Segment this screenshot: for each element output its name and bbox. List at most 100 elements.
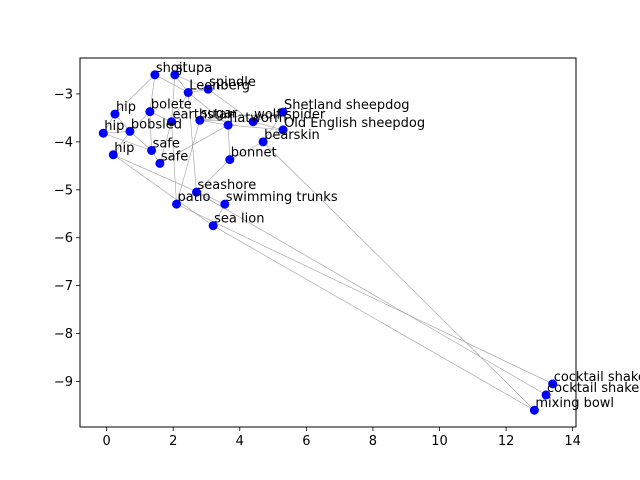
edge-line <box>199 120 229 126</box>
point-label: safe <box>161 149 188 164</box>
edge-line <box>114 74 156 115</box>
data-point <box>208 221 218 231</box>
data-point <box>147 145 157 155</box>
point-label: seashore <box>198 178 257 193</box>
x-tick-label: 4 <box>236 434 244 449</box>
point-label: Old English sheepdog <box>284 116 425 131</box>
y-tick-label: −3 <box>54 87 73 102</box>
plot-area <box>80 58 576 427</box>
y-axis: −3 −4 −5 −6 −7 −8 −9 <box>54 87 80 390</box>
point-label: bearskin <box>264 128 320 143</box>
x-tick-label: 8 <box>369 434 377 449</box>
point-label: hip <box>114 141 134 156</box>
edge-line <box>129 111 151 132</box>
data-point <box>125 126 135 136</box>
edge-line <box>159 121 172 164</box>
y-tick-label: −7 <box>54 279 73 294</box>
data-point <box>167 117 177 127</box>
edge-line <box>207 88 254 122</box>
edge-line <box>199 111 284 121</box>
edge-line <box>129 131 152 151</box>
edge-layer <box>103 74 553 411</box>
edge-line <box>174 74 209 90</box>
point-label: safe <box>153 136 180 151</box>
data-point <box>155 158 165 168</box>
edge-line <box>227 125 231 160</box>
edge-line <box>229 141 264 160</box>
x-axis: 0 2 4 6 8 10 12 14 <box>102 427 581 449</box>
data-point <box>98 128 108 138</box>
edge-line <box>196 191 547 396</box>
point-label: spindle <box>209 75 256 90</box>
data-point <box>203 84 213 94</box>
data-point <box>258 137 268 147</box>
data-point <box>183 88 193 98</box>
data-point <box>145 107 155 117</box>
data-point <box>225 155 235 165</box>
point-label: hip <box>104 119 124 134</box>
data-point <box>195 115 205 125</box>
point-label: Leonberg <box>189 79 250 94</box>
point-label: shoji <box>156 61 186 76</box>
edge-line <box>253 121 284 131</box>
point-label: stupa <box>176 61 212 76</box>
x-tick-label: 12 <box>498 434 515 449</box>
y-tick-label: −9 <box>54 375 73 390</box>
data-point <box>548 379 558 389</box>
point-label: flatworm <box>229 111 287 126</box>
data-point <box>248 117 258 127</box>
edge-line <box>103 132 152 151</box>
x-tick-label: 6 <box>302 434 310 449</box>
point-label: sea lion <box>214 212 264 227</box>
y-tick-label: −5 <box>54 183 73 198</box>
edge-line <box>171 92 189 122</box>
point-label: patio <box>178 190 211 205</box>
data-point <box>223 120 233 130</box>
edge-line <box>154 74 189 93</box>
point-label: earthstar <box>173 108 233 123</box>
edge-line <box>113 131 131 155</box>
data-point <box>541 390 551 400</box>
edge-line <box>187 92 229 126</box>
point-layer <box>98 70 558 415</box>
data-point <box>170 70 180 80</box>
edge-line <box>253 111 284 123</box>
edge-line <box>171 121 177 205</box>
point-label: hip <box>116 100 136 115</box>
plot-frame <box>79 57 577 428</box>
edge-line <box>262 141 535 411</box>
data-point <box>172 199 182 209</box>
data-point <box>220 199 230 209</box>
data-point <box>150 70 160 80</box>
data-point <box>192 187 202 197</box>
edge-line <box>213 225 535 411</box>
point-label: bolete <box>151 98 192 113</box>
edge-line <box>176 120 201 205</box>
point-label: sugar <box>201 106 238 121</box>
point-label: bobsled <box>131 117 182 132</box>
edge-line <box>176 203 553 385</box>
edge-line <box>149 111 152 151</box>
edge-line <box>196 159 231 193</box>
edge-line <box>149 74 156 112</box>
y-tick-label: −6 <box>54 231 73 246</box>
x-tick-label: 10 <box>431 434 448 449</box>
edge-line <box>113 154 225 205</box>
x-tick-label: 14 <box>564 434 581 449</box>
point-label: cocktail shaker <box>554 370 640 385</box>
point-label: Shetland sheepdog <box>284 98 410 113</box>
data-point <box>108 150 118 160</box>
x-tick-label: 2 <box>169 434 177 449</box>
data-point <box>110 109 120 119</box>
y-tick-label: −4 <box>54 135 73 150</box>
point-label: bonnet <box>231 146 277 161</box>
y-tick-label: −8 <box>54 327 73 342</box>
point-label: mixing bowl <box>535 396 614 411</box>
x-tick-label: 0 <box>102 434 110 449</box>
point-label: cocktail shaker <box>547 381 640 396</box>
point-label: wolf spider <box>254 108 326 123</box>
edge-line <box>159 124 229 164</box>
edge-line <box>228 124 284 131</box>
